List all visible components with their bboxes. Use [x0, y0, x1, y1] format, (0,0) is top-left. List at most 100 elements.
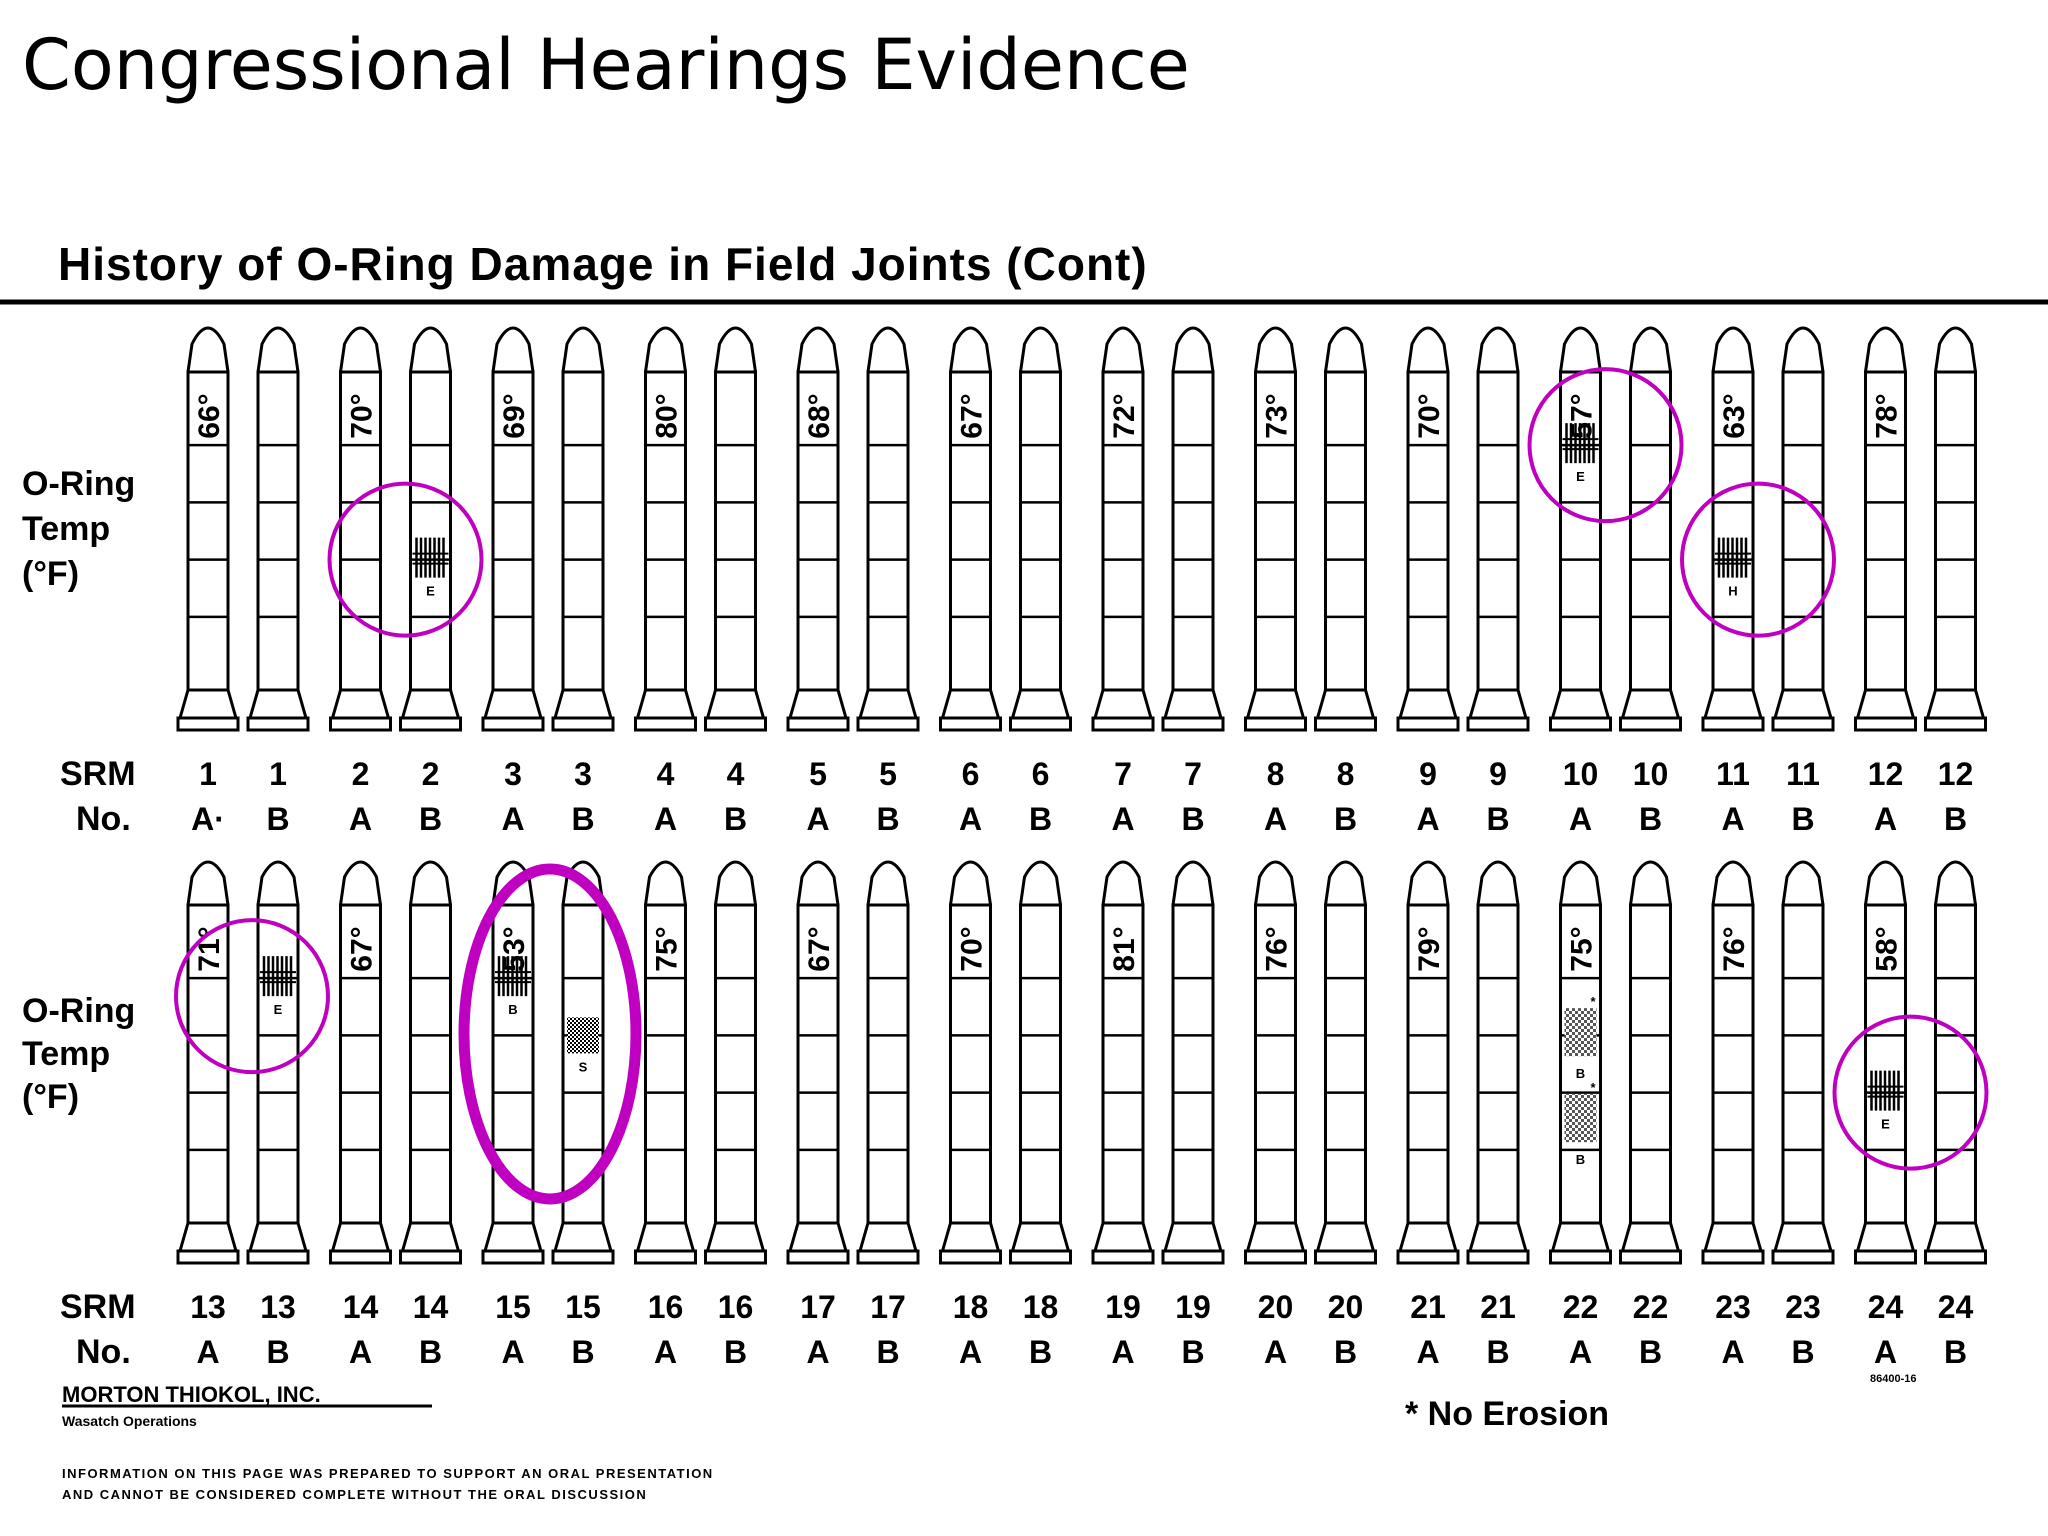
srm-rocket	[1091, 860, 1155, 1265]
srm-number: 5	[809, 756, 827, 792]
srm-number: 14	[413, 1289, 449, 1325]
rocket-nose	[1711, 326, 1755, 373]
rocket-base	[551, 716, 615, 732]
rocket-nose	[1019, 326, 1062, 373]
rocket-body	[409, 370, 452, 692]
srm-side-label: B	[571, 1334, 594, 1370]
rocket-skirt	[1245, 1221, 1306, 1253]
srm-rocket	[1009, 326, 1072, 732]
rocket-skirt	[483, 1221, 543, 1253]
srm-rocket	[399, 326, 462, 732]
rocket-body	[866, 903, 910, 1225]
srm-side-label: B	[419, 1334, 442, 1370]
rocket-body	[409, 903, 452, 1225]
srm-side-label: B	[724, 801, 747, 837]
temp-label: 76°	[1261, 926, 1294, 971]
rocket-nose	[256, 326, 300, 373]
srm-number: 17	[870, 1289, 906, 1325]
rocket-skirt	[1703, 688, 1763, 720]
srm-rocket	[1854, 860, 1917, 1265]
srm-side-label: A	[1111, 801, 1134, 837]
rocket-skirt	[1773, 1221, 1833, 1253]
rocket-base	[399, 716, 462, 732]
srm-rocket	[1924, 860, 1987, 1265]
rocket-skirt	[858, 688, 918, 720]
srm-number: 2	[352, 756, 370, 792]
rocket-skirt	[178, 688, 238, 720]
rocket-body	[1254, 903, 1297, 1225]
rocket-skirt	[1773, 688, 1833, 720]
rocket-body	[256, 370, 300, 692]
srm-number: 3	[574, 756, 592, 792]
temp-label: 70°	[346, 393, 379, 438]
srm-number: 21	[1480, 1289, 1516, 1325]
rocket-nose	[409, 326, 452, 373]
rocket-body	[1711, 370, 1755, 692]
rocket-skirt	[635, 1221, 696, 1253]
rocket-body	[1629, 370, 1672, 692]
srm-side-label: B	[876, 801, 899, 837]
rocket-base	[1771, 1249, 1835, 1265]
rocket-nose	[1476, 860, 1520, 906]
rocket-base	[176, 1249, 240, 1265]
srm-number: 2	[422, 756, 440, 792]
srm-side-label: B	[1486, 1334, 1509, 1370]
rocket-nose	[1781, 326, 1825, 373]
srm-number: 4	[727, 756, 745, 792]
damage-letter: E	[426, 584, 435, 599]
rocket-skirt	[1398, 1221, 1458, 1253]
rocket-base	[1549, 1249, 1612, 1265]
rocket-body	[1406, 370, 1450, 692]
srm-number: 11	[1716, 756, 1750, 792]
srm-number: 23	[1715, 1289, 1751, 1325]
srm-label-line: No.	[76, 800, 131, 838]
rocket-body	[796, 903, 840, 1225]
srm-side-label: B	[876, 1334, 899, 1370]
rocket-skirt	[635, 688, 696, 720]
srm-number: 6	[962, 756, 980, 792]
srm-side-label: B	[1639, 801, 1662, 837]
rocket-base	[1466, 716, 1530, 732]
rocket-base	[1091, 716, 1155, 732]
srm-number: 8	[1337, 756, 1355, 792]
rocket-skirt	[858, 1221, 918, 1253]
rocket-skirt	[1010, 1221, 1071, 1253]
damage-mark-erosion: E	[1562, 423, 1599, 484]
srm-rocket	[1771, 860, 1835, 1265]
rocket-nose	[1254, 860, 1297, 906]
srm-rocket	[1619, 860, 1682, 1265]
temp-label: 81°	[1108, 926, 1141, 971]
company-name: MORTON THIOKOL, INC.	[62, 1382, 321, 1407]
srm-rocket	[1466, 860, 1530, 1265]
srm-rocket	[1314, 326, 1377, 732]
rocket-body	[1019, 370, 1062, 692]
temp-label: 68°	[803, 393, 836, 438]
srm-side-label: A	[1111, 1334, 1134, 1370]
srm-number: 14	[343, 1289, 379, 1325]
srm-number: 15	[565, 1289, 601, 1325]
rocket-base	[1466, 1249, 1530, 1265]
damage-letter: B	[1576, 1066, 1585, 1081]
rocket-body	[186, 370, 230, 692]
srm-rocket	[704, 326, 767, 732]
srm-side-label: A	[196, 1334, 219, 1370]
rocket-nose	[1864, 860, 1907, 906]
srm-number: 22	[1633, 1289, 1669, 1325]
rocket-base	[1771, 716, 1835, 732]
rocket-skirt	[178, 1221, 238, 1253]
srm-side-label: A	[1721, 801, 1744, 837]
srm-rocket	[1701, 860, 1765, 1265]
rocket-skirt	[248, 1221, 308, 1253]
rocket-body	[1781, 903, 1825, 1225]
damage-mark-erosion: E	[412, 537, 449, 599]
temp-label: 67°	[346, 926, 379, 971]
srm-side-label: B	[1029, 801, 1052, 837]
rocket-skirt	[1093, 1221, 1153, 1253]
rocket-nose	[949, 326, 992, 373]
srm-rocket	[246, 326, 310, 732]
srm-rocket	[856, 326, 920, 732]
row-label-line: (°F)	[22, 555, 79, 593]
rocket-nose	[1101, 860, 1145, 906]
srm-side-label: A	[806, 801, 829, 837]
rocket-base	[246, 716, 310, 732]
